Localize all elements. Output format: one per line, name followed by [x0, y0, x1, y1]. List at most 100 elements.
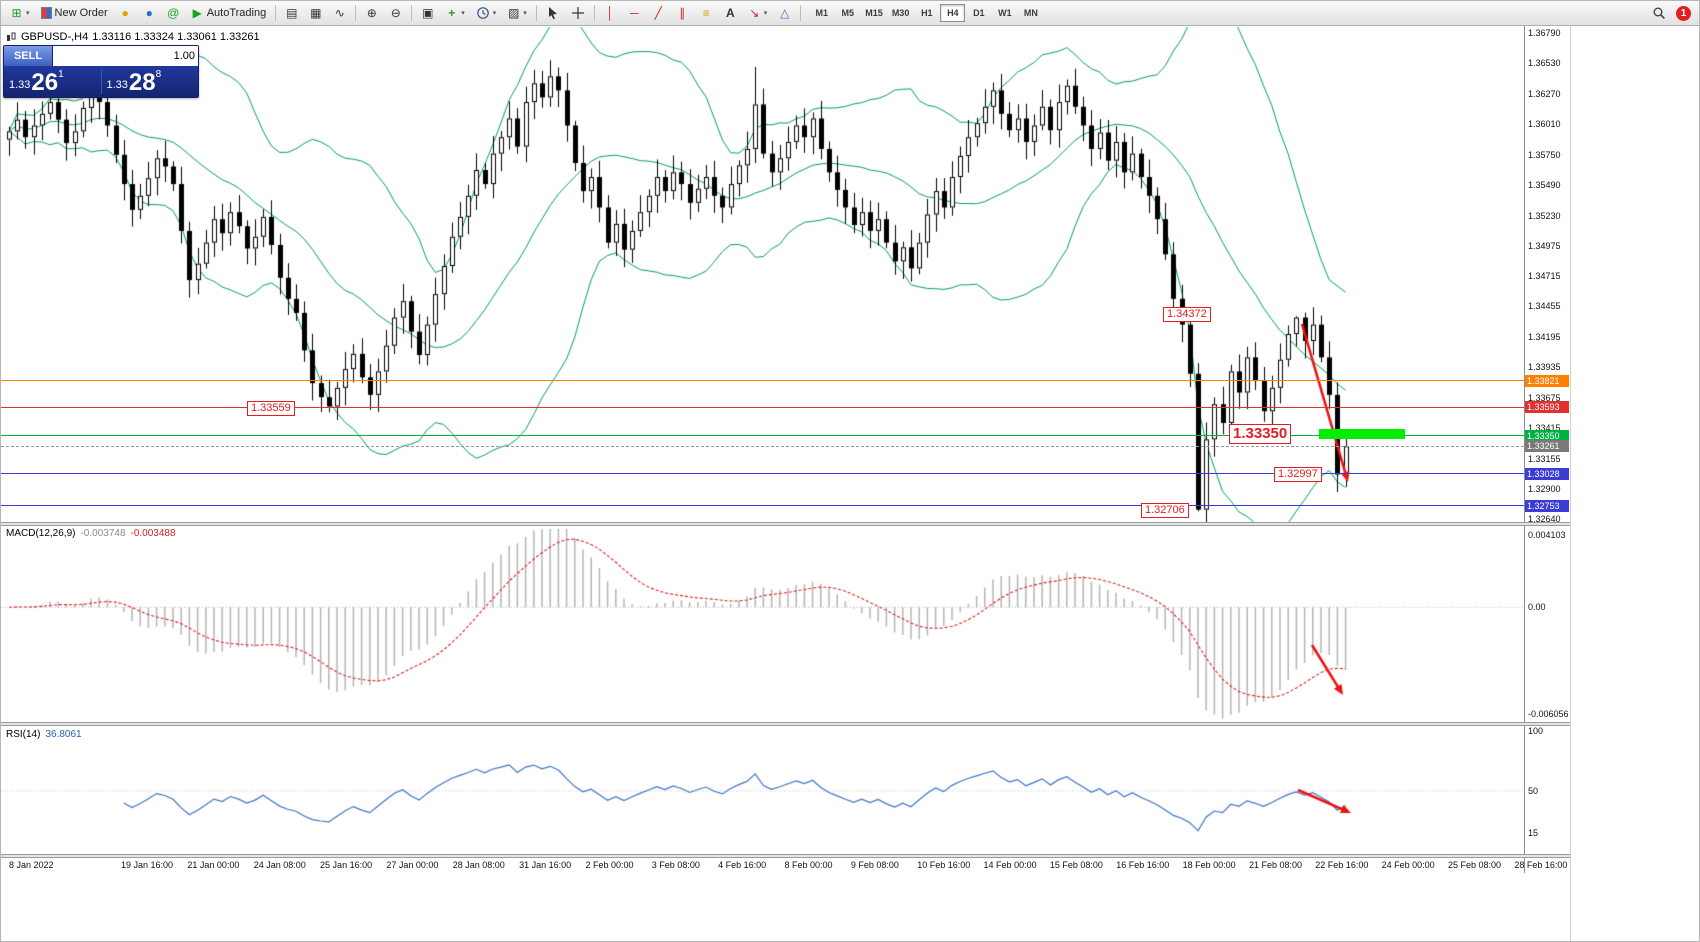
time-axis-label: 22 Feb 16:00	[1315, 860, 1369, 870]
cursor-button[interactable]	[541, 3, 565, 23]
tile-windows-button[interactable]: ▣	[416, 3, 439, 23]
sell-button[interactable]: SELL	[4, 46, 52, 66]
line-chart-icon: ∿	[334, 6, 345, 20]
price-axis-label: 1.34975	[1528, 240, 1561, 251]
chevron-down-icon: ▾	[763, 10, 768, 17]
toolbar-separator	[275, 5, 277, 21]
zoom-out-button[interactable]: ⊖	[384, 3, 407, 23]
autotrading-button[interactable]: ▶ AutoTrading	[186, 3, 272, 23]
new-chart-button[interactable]: ⊞ ▾	[5, 3, 35, 23]
sell-price-sup: 1	[58, 69, 64, 80]
sell-price-display[interactable]: 1.33 26 1	[4, 66, 101, 97]
fibonacci-button[interactable]: ≡	[695, 3, 718, 23]
price-axis-label: 1.34455	[1528, 301, 1561, 312]
tile-windows-icon: ▣	[422, 6, 434, 20]
price-annotation[interactable]: 1.33559	[247, 401, 295, 416]
time-axis-label: 14 Feb 00:00	[983, 860, 1037, 870]
level-price-tag: 1.33028	[1525, 467, 1569, 480]
level-line[interactable]	[1, 406, 1524, 408]
arrows-tool-button[interactable]: ↘ ▾	[743, 3, 773, 23]
time-axis-label: 2 Feb 00:00	[585, 860, 634, 870]
one-click-trading-panel: SELL ▲ ▼ BUY 1.33 26 1 1.33 28 8	[3, 45, 199, 98]
time-axis-label: 24 Jan 08:00	[253, 860, 306, 870]
horizontal-line-button[interactable]: ─	[623, 3, 646, 23]
new-order-button[interactable]: New Order	[36, 3, 113, 23]
highlight-zone[interactable]	[1319, 429, 1405, 439]
chevron-down-icon: ▾	[26, 10, 30, 17]
search-button[interactable]	[1647, 3, 1671, 23]
price-divider	[100, 69, 102, 94]
price-axis-label: 1.33155	[1528, 453, 1561, 464]
periods-button[interactable]: ▾	[471, 3, 502, 23]
print-button[interactable]: ●	[138, 3, 161, 23]
price-axis-label: 1.33415	[1528, 423, 1561, 434]
templates-button[interactable]: ▨ ▾	[502, 3, 532, 23]
rsi-value: 36.8061	[45, 729, 82, 740]
time-axis-label: 3 Feb 08:00	[651, 860, 700, 870]
toolbar-separator	[411, 5, 413, 21]
vertical-line-button[interactable]: │	[599, 3, 622, 23]
volume-input[interactable]	[53, 46, 198, 66]
trendline-icon: ╱	[654, 6, 662, 20]
chart-ohlc-header: GBPUSD-,H4 1.33116 1.33324 1.33061 1.332…	[6, 31, 260, 43]
timeframe-d1-button[interactable]: D1	[966, 4, 991, 22]
text-tool-button[interactable]: A	[719, 3, 742, 23]
trendline-button[interactable]: ╱	[647, 3, 670, 23]
level-line[interactable]	[1, 473, 1524, 475]
buy-price-display[interactable]: 1.33 28 8	[102, 66, 199, 97]
price-annotation[interactable]: 1.32706	[1141, 503, 1189, 518]
price-annotation[interactable]: 1.33350	[1229, 424, 1292, 444]
price-axis-label: 1.36530	[1528, 58, 1561, 69]
price-annotation[interactable]: 1.34372	[1163, 307, 1211, 322]
fibonacci-icon: ≡	[702, 6, 710, 20]
price-axis-label: 1.35230	[1528, 210, 1561, 221]
print-icon: ●	[145, 6, 153, 20]
notification-badge[interactable]: 1	[1676, 5, 1691, 21]
line-chart-button[interactable]: ∿	[328, 3, 351, 23]
autotrading-play-icon: ▶	[192, 6, 202, 20]
zoom-in-icon: ⊕	[366, 6, 377, 20]
timeframe-h4-button[interactable]: H4	[940, 4, 966, 22]
price-chart-canvas[interactable]	[1, 27, 1525, 856]
channel-button[interactable]: ∥	[671, 3, 694, 23]
timeframe-m15-button[interactable]: M15	[861, 4, 887, 22]
candlestick-button[interactable]: ▦	[304, 3, 327, 23]
timeframe-m5-button[interactable]: M5	[835, 4, 860, 22]
crosshair-button[interactable]	[566, 3, 590, 23]
coin-button[interactable]: ●	[114, 3, 137, 23]
price-axis-label: 1.36010	[1528, 119, 1561, 130]
shapes-tool-button[interactable]: △	[773, 3, 796, 23]
timeframe-m1-button[interactable]: M1	[809, 4, 834, 22]
volume-spinner: ▲ ▼	[198, 46, 199, 66]
price-annotation[interactable]: 1.32997	[1274, 467, 1322, 482]
timeframe-mn-button[interactable]: MN	[1018, 4, 1043, 22]
bid-price-line	[1, 446, 1524, 448]
macd-signal-value: -0.003488	[130, 528, 176, 539]
bid-price-tag: 1.33261	[1525, 440, 1569, 453]
zoom-in-button[interactable]: ⊕	[360, 3, 383, 23]
indicators-button[interactable]: + ▾	[440, 3, 470, 23]
timeframe-m30-button[interactable]: M30	[888, 4, 914, 22]
autotrading-label: AutoTrading	[206, 7, 267, 19]
timeframe-h1-button[interactable]: H1	[914, 4, 939, 22]
level-price-tag: 1.32753	[1525, 499, 1569, 512]
rsi-axis-label: 15	[1528, 828, 1539, 838]
bar-chart-button[interactable]: ▤	[280, 3, 303, 23]
community-button[interactable]: @	[162, 3, 185, 23]
timeframe-toolbar: M1 M5 M15 M30 H1 H4 D1 W1 MN	[809, 4, 1043, 22]
new-chart-icon: ⊞	[11, 6, 22, 20]
templates-icon: ▨	[508, 6, 520, 20]
time-axis-label: 8 Feb 00:00	[784, 860, 833, 870]
level-line[interactable]	[1, 505, 1524, 507]
price-axis-label: 1.34195	[1528, 331, 1561, 342]
price-axis-label: 1.35490	[1528, 180, 1561, 191]
time-axis-label: 25 Feb 08:00	[1448, 860, 1502, 870]
timeframe-w1-button[interactable]: W1	[992, 4, 1017, 22]
level-line[interactable]	[1, 380, 1524, 382]
sell-price-big: 26	[31, 69, 59, 96]
time-axis[interactable]	[1, 858, 1524, 874]
macd-axis-label: 0.00	[1528, 602, 1546, 613]
symbol-candle-icon	[6, 32, 17, 43]
ohlc-values: 1.33116 1.33324 1.33061 1.33261	[92, 31, 260, 43]
level-line[interactable]	[1, 435, 1524, 437]
